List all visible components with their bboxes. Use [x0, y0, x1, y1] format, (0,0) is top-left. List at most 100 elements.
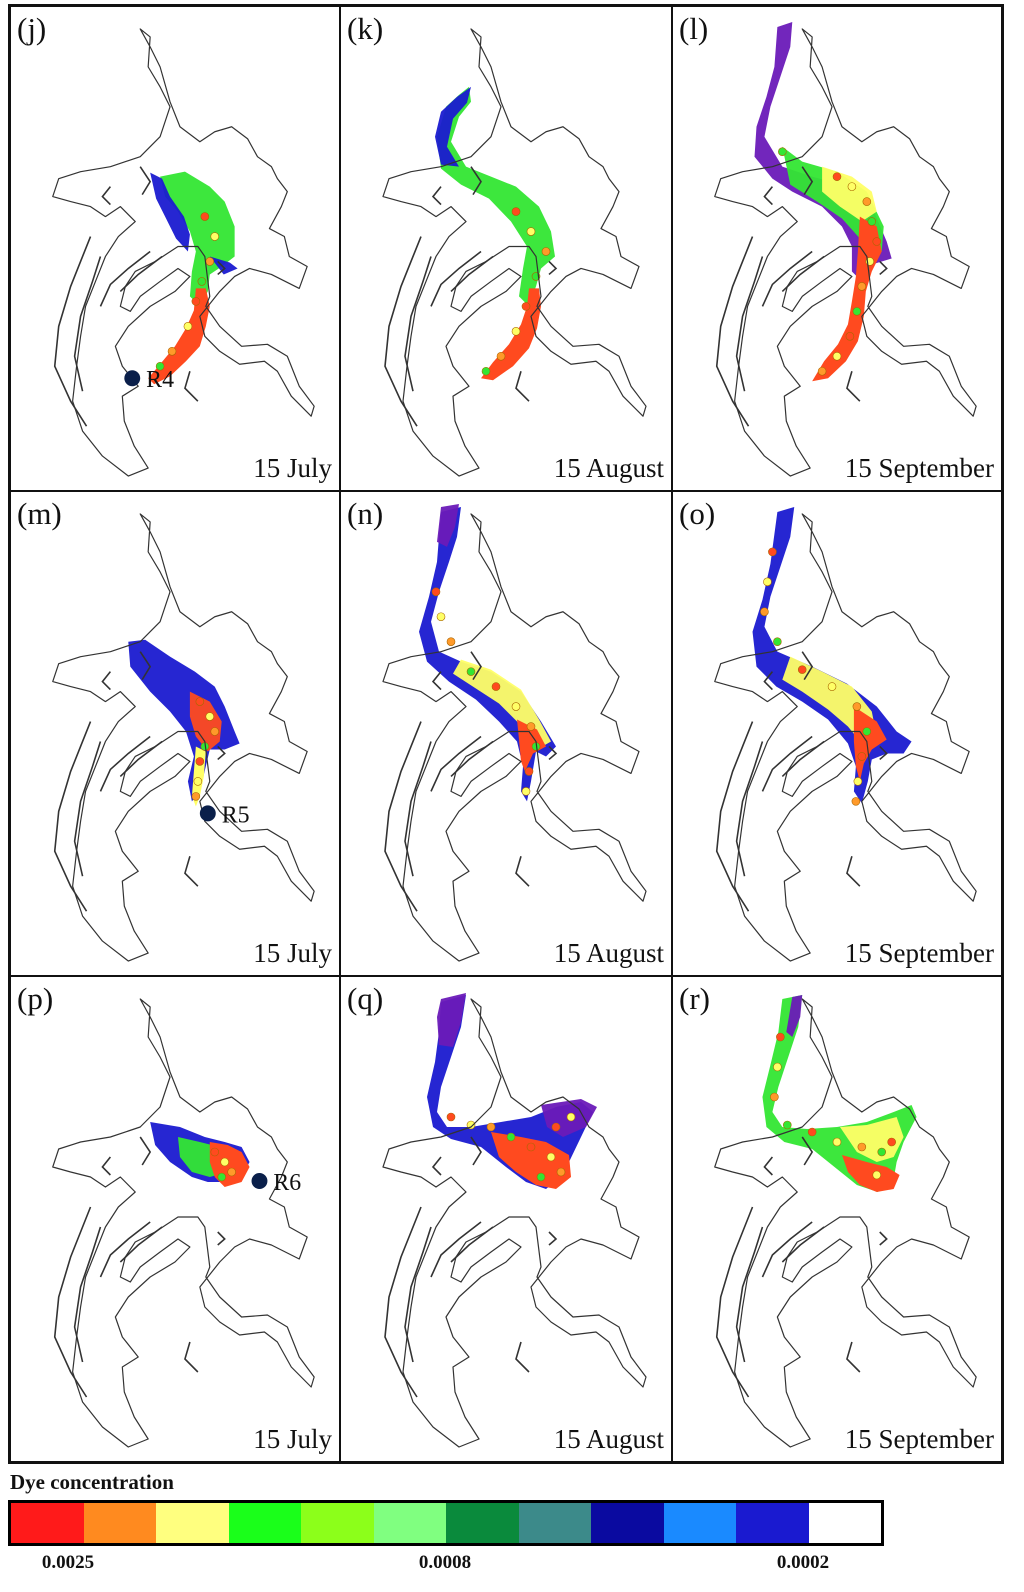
tracer-particle — [195, 757, 205, 766]
tracer-particle — [867, 217, 877, 226]
dye-plume-band — [150, 172, 190, 252]
lake-map — [714, 506, 977, 962]
colorbar-swatch — [301, 1503, 374, 1543]
shoreline-detail — [450, 1226, 494, 1263]
dye-plume-core — [853, 706, 887, 782]
colorbar-swatch — [83, 1503, 156, 1543]
shoreline-detail — [101, 671, 112, 691]
colorbar-swatch — [736, 1503, 809, 1543]
shoreline-detail — [470, 1136, 482, 1166]
tracer-particle — [217, 1172, 226, 1182]
tracer-particle — [193, 777, 203, 786]
shoreline-detail — [184, 1341, 199, 1373]
map-panel: (n) 15 August — [340, 491, 672, 976]
panel-label: (n) — [347, 496, 384, 531]
lake-outline — [52, 998, 315, 1448]
shoreline-detail — [846, 856, 861, 887]
tracer-particle — [773, 1062, 782, 1072]
dye-plume-band — [209, 256, 238, 275]
map-panel: (k) 15 August — [340, 6, 672, 491]
shoreline-detail — [99, 250, 151, 307]
panel-date: 15 July — [253, 938, 332, 968]
map-panel: R6 (p) 15 July — [10, 976, 340, 1462]
shoreline-detail — [99, 1221, 151, 1278]
dye-plume-band — [839, 1117, 904, 1162]
colorbar-swatch — [373, 1503, 446, 1543]
lake-map — [382, 503, 647, 962]
tracer-particle — [195, 697, 205, 706]
shoreline-detail — [548, 260, 558, 276]
shoreline-detail — [431, 1156, 442, 1176]
tracer-particle — [526, 227, 536, 236]
shoreline-detail — [53, 236, 92, 427]
tracer-particle — [155, 361, 165, 371]
panel-label: (q) — [347, 981, 384, 1016]
shoreline-detail — [879, 260, 888, 276]
tracer-particle — [524, 767, 534, 776]
shoreline-detail — [781, 740, 825, 777]
dye-plume-band — [786, 995, 803, 1037]
tracer-particle — [852, 702, 862, 711]
receptor-marker — [199, 805, 216, 822]
shoreline-detail — [217, 745, 226, 761]
lake-map: R5 — [52, 513, 315, 962]
dye-plume-band — [437, 503, 459, 547]
shoreline-detail — [384, 1206, 422, 1398]
shoreline-detail — [879, 1231, 888, 1246]
dye-plume-band — [437, 86, 555, 307]
tracer-particle — [436, 612, 446, 622]
tracer-particle — [220, 1157, 229, 1167]
shoreline-detail — [404, 741, 432, 877]
dye-plume-band — [189, 691, 222, 752]
shoreline-detail — [801, 651, 814, 681]
panel-date: 15 August — [553, 938, 664, 968]
lake-outline — [52, 28, 315, 477]
shoreline-detail — [430, 250, 482, 307]
tracer-particle — [511, 207, 521, 216]
shoreline-detail — [763, 186, 774, 206]
shoreline-detail — [801, 166, 814, 196]
tracer-particle — [183, 322, 193, 331]
map-panel: R5 (m) 15 July — [10, 491, 340, 976]
tracer-particle — [887, 1137, 896, 1147]
dye-plume-core — [841, 1155, 900, 1192]
tracer-particle — [832, 1137, 842, 1147]
dye-plume-band — [128, 639, 240, 802]
lake-map — [382, 28, 647, 477]
tracer-particle — [511, 702, 521, 711]
shoreline-detail — [801, 1136, 814, 1166]
shoreline-detail — [715, 1206, 754, 1398]
tracer-particle — [431, 587, 441, 597]
lake-map — [382, 993, 647, 1448]
tracer-particle — [847, 182, 857, 191]
panel-date: 15 September — [844, 453, 994, 483]
lake-outline — [52, 513, 315, 962]
tracer-particle — [551, 1122, 561, 1132]
shoreline-detail — [450, 255, 494, 292]
panel-date: 15 August — [553, 453, 664, 483]
tracer-particle — [210, 1147, 220, 1157]
tracer-particle — [191, 297, 201, 306]
dye-plume-core — [148, 288, 210, 385]
dye-plume-band — [782, 656, 877, 744]
shoreline-detail — [761, 735, 813, 792]
tracer-particle — [506, 1132, 516, 1142]
tracer-particle — [536, 1172, 546, 1182]
shoreline-detail — [53, 1206, 92, 1398]
tracer-particle — [862, 197, 872, 206]
receptor-marker — [251, 1173, 268, 1189]
tracer-particle — [167, 346, 177, 356]
tracer-particle — [817, 366, 827, 376]
map-panel: R4 (j) 15 July — [10, 6, 340, 491]
tracer-particle — [857, 282, 867, 291]
shoreline-detail — [515, 1341, 530, 1373]
panel-label: (p) — [17, 981, 54, 1016]
lake-map — [714, 21, 977, 477]
lake-outline — [714, 998, 977, 1448]
shoreline-detail — [470, 166, 482, 196]
tracer-particle — [845, 332, 855, 341]
tracer-particle — [486, 1122, 496, 1132]
shoreline-detail — [431, 671, 442, 691]
tracer-particle — [832, 351, 842, 361]
shoreline-detail — [53, 721, 92, 912]
